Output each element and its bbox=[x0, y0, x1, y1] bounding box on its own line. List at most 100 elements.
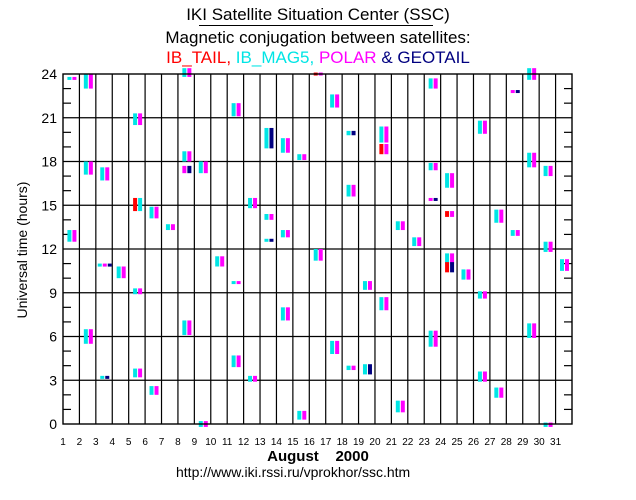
event-mark bbox=[346, 130, 356, 136]
event-bar-polar bbox=[335, 340, 340, 354]
event-bar-ib-mag5 bbox=[494, 209, 499, 223]
event-bar-ib-mag5 bbox=[428, 330, 433, 347]
event-mark bbox=[264, 238, 274, 242]
event-bar-ib-mag5 bbox=[264, 214, 269, 220]
event-bar-ib-mag5 bbox=[543, 165, 548, 177]
event-bar-polar bbox=[510, 90, 515, 94]
y-tick-label: 9 bbox=[49, 285, 57, 301]
x-tick-label: 27 bbox=[484, 437, 496, 448]
x-tick-label: 8 bbox=[175, 437, 181, 448]
event-marks bbox=[67, 68, 570, 427]
event-bar-polar bbox=[187, 320, 192, 336]
event-mark bbox=[149, 386, 159, 395]
x-tick-label: 30 bbox=[534, 437, 546, 448]
x-tick-label: 16 bbox=[304, 437, 316, 448]
event-bar-polar bbox=[253, 197, 258, 209]
event-bar-polar bbox=[499, 209, 504, 223]
event-bar-ib-mag5 bbox=[198, 161, 203, 174]
event-bar-polar bbox=[285, 230, 290, 238]
event-mark bbox=[67, 230, 77, 242]
event-mark bbox=[297, 154, 307, 161]
event-bar-ib-mag5 bbox=[461, 269, 466, 280]
event-bar-polar bbox=[253, 375, 258, 382]
event-mark bbox=[527, 152, 537, 168]
event-mark bbox=[133, 113, 143, 126]
event-bar-polar bbox=[302, 410, 307, 420]
event-mark bbox=[264, 127, 274, 149]
event-bar-ib-mag5 bbox=[362, 364, 367, 375]
event-bar-ib-mag5 bbox=[138, 197, 143, 212]
event-bar-ib-mag5 bbox=[313, 249, 318, 261]
event-bar-ib-mag5 bbox=[395, 221, 400, 231]
event-mark bbox=[445, 173, 455, 188]
event-bar-polar bbox=[548, 241, 553, 252]
event-bar-polar bbox=[220, 256, 225, 267]
event-bar-polar bbox=[548, 165, 553, 177]
event-bar-ib-mag5 bbox=[346, 184, 351, 197]
event-mark bbox=[412, 237, 422, 247]
event-bar-polar bbox=[466, 269, 471, 280]
x-tick-label: 13 bbox=[254, 437, 266, 448]
event-bar-ib-mag5 bbox=[527, 323, 532, 338]
event-bar-polar bbox=[88, 74, 93, 89]
event-mark bbox=[445, 211, 455, 217]
x-tick-label: 23 bbox=[419, 437, 431, 448]
x-tick-label: 29 bbox=[517, 437, 529, 448]
event-bar-polar bbox=[565, 259, 570, 271]
y-tick-label: 18 bbox=[41, 154, 57, 170]
event-bar-polar bbox=[88, 161, 93, 175]
event-bar-polar bbox=[187, 68, 192, 77]
event-bar-ib-mag5 bbox=[83, 161, 88, 175]
event-bar-polar bbox=[285, 138, 290, 153]
event-bar-ib-mag5 bbox=[477, 120, 482, 134]
event-bar-polar bbox=[532, 152, 537, 168]
x-tick-label: 31 bbox=[550, 437, 562, 448]
event-bar-polar bbox=[121, 266, 126, 279]
event-bar-ib-mag5 bbox=[477, 291, 482, 299]
event-bar-polar bbox=[515, 230, 520, 236]
event-mark bbox=[543, 165, 553, 177]
event-bar-ib-mag5 bbox=[412, 237, 417, 247]
event-bar-polar bbox=[88, 329, 93, 344]
event-mark bbox=[395, 221, 405, 231]
x-tick-label: 28 bbox=[501, 437, 513, 448]
event-bar-ib-mag5 bbox=[297, 410, 302, 420]
event-bar-ib-mag5 bbox=[182, 151, 187, 162]
event-mark bbox=[231, 355, 241, 368]
event-bar-ib-mag5 bbox=[133, 288, 138, 295]
event-mark bbox=[280, 307, 290, 321]
event-bar-ib-mag5 bbox=[149, 386, 154, 395]
event-bar-polar bbox=[532, 323, 537, 338]
event-mark bbox=[297, 410, 307, 420]
event-bar-polar bbox=[428, 197, 433, 201]
event-bar-ib-mag5 bbox=[97, 263, 102, 267]
event-mark bbox=[395, 400, 405, 413]
event-mark bbox=[543, 241, 553, 252]
event-bar-polar bbox=[170, 224, 175, 231]
event-bar-polar bbox=[285, 307, 290, 321]
event-bar-ib-mag5 bbox=[395, 400, 400, 413]
event-bar-polar bbox=[154, 386, 159, 395]
event-bar-ib-mag5 bbox=[445, 253, 450, 264]
event-bar-ib-mag5 bbox=[330, 340, 335, 354]
event-bar-ib-mag5 bbox=[445, 173, 450, 188]
x-tick-label: 19 bbox=[353, 437, 365, 448]
x-tick-label: 22 bbox=[402, 437, 414, 448]
event-bar-geotail bbox=[450, 262, 455, 273]
y-tick-label: 12 bbox=[41, 241, 57, 257]
event-bar-polar bbox=[102, 263, 107, 267]
event-bar-geotail bbox=[351, 130, 356, 136]
x-tick-label: 6 bbox=[142, 437, 148, 448]
event-mark bbox=[494, 387, 504, 398]
event-mark bbox=[313, 249, 323, 261]
event-mark bbox=[379, 144, 389, 155]
event-bar-ib-mag5 bbox=[67, 230, 72, 242]
x-tick-label: 5 bbox=[126, 437, 132, 448]
event-bar-ib-mag5 bbox=[100, 375, 105, 379]
event-bar-geotail bbox=[367, 364, 372, 375]
x-tick-label: 1 bbox=[60, 437, 66, 448]
footer-url[interactable]: http://www.iki.rssi.ru/vprokhor/ssc.htm bbox=[176, 464, 411, 480]
legend-ib-tail: IB_TAIL, bbox=[166, 48, 232, 67]
title-divider bbox=[199, 25, 433, 26]
